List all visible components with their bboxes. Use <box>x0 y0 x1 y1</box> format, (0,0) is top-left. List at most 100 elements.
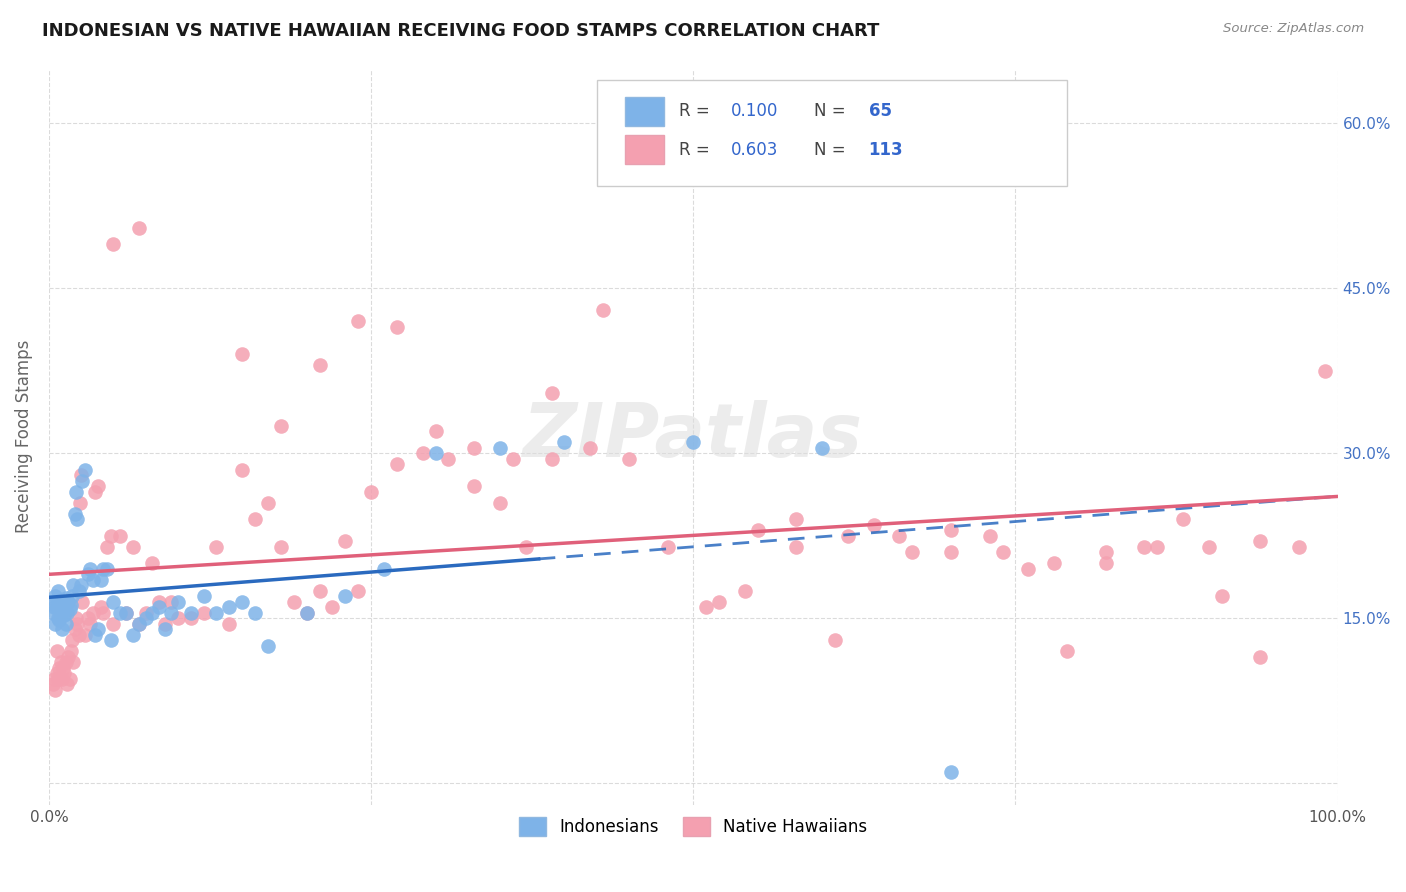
Point <box>1313 364 1336 378</box>
Point <box>283 594 305 608</box>
Point <box>231 594 253 608</box>
Point <box>59 598 82 612</box>
Point <box>79 616 101 631</box>
Point <box>502 451 524 466</box>
Point <box>141 556 163 570</box>
Point <box>96 562 118 576</box>
Legend: Indonesians, Native Hawaiians: Indonesians, Native Hawaiians <box>510 809 876 845</box>
Point <box>100 529 122 543</box>
Point <box>63 507 86 521</box>
Point <box>862 517 884 532</box>
Point <box>1043 556 1066 570</box>
Point <box>96 540 118 554</box>
Point <box>193 606 215 620</box>
Point <box>66 616 89 631</box>
Text: N =: N = <box>814 103 851 120</box>
Point <box>121 627 143 641</box>
Text: N =: N = <box>814 141 851 159</box>
Point <box>45 644 67 658</box>
Point <box>42 677 65 691</box>
Point <box>218 600 240 615</box>
Text: Source: ZipAtlas.com: Source: ZipAtlas.com <box>1223 22 1364 36</box>
Point <box>385 319 408 334</box>
Point <box>67 583 90 598</box>
Point <box>1249 649 1271 664</box>
Point <box>515 540 537 554</box>
Point <box>44 589 66 603</box>
Point <box>153 622 176 636</box>
Point <box>257 639 280 653</box>
Point <box>617 451 640 466</box>
Point <box>811 441 834 455</box>
Point <box>707 594 730 608</box>
Point <box>295 606 318 620</box>
Point <box>540 385 562 400</box>
Point <box>79 562 101 576</box>
Point <box>53 666 76 681</box>
Point <box>141 606 163 620</box>
Point <box>51 598 73 612</box>
Point <box>89 573 111 587</box>
Point <box>837 529 859 543</box>
Point <box>1211 589 1233 603</box>
Point <box>51 622 73 636</box>
Point <box>46 672 69 686</box>
Point <box>437 451 460 466</box>
Point <box>425 446 447 460</box>
Point <box>1094 545 1116 559</box>
Point <box>347 314 370 328</box>
Point <box>44 616 66 631</box>
Point <box>160 606 183 620</box>
Point <box>682 435 704 450</box>
Point <box>45 666 67 681</box>
Point <box>72 474 94 488</box>
Point <box>205 606 228 620</box>
Point <box>939 523 962 537</box>
Point <box>62 655 84 669</box>
Point <box>889 529 911 543</box>
Point <box>46 583 69 598</box>
Point <box>115 606 138 620</box>
Point <box>335 589 357 603</box>
Point <box>148 594 170 608</box>
Point <box>148 600 170 615</box>
Point <box>73 627 96 641</box>
Point <box>360 484 382 499</box>
Point <box>205 540 228 554</box>
Point <box>592 303 614 318</box>
Point <box>42 606 65 620</box>
Text: ZIPatlas: ZIPatlas <box>523 401 863 474</box>
Point <box>42 672 65 686</box>
Point <box>128 221 150 235</box>
Point <box>82 606 104 620</box>
Text: INDONESIAN VS NATIVE HAWAIIAN RECEIVING FOOD STAMPS CORRELATION CHART: INDONESIAN VS NATIVE HAWAIIAN RECEIVING … <box>42 22 880 40</box>
Point <box>73 463 96 477</box>
Point <box>66 512 89 526</box>
Point <box>1146 540 1168 554</box>
Point <box>51 672 73 686</box>
Point <box>103 237 125 252</box>
Y-axis label: Receiving Food Stamps: Receiving Food Stamps <box>15 340 32 533</box>
Point <box>42 600 65 615</box>
Point <box>153 616 176 631</box>
Point <box>1056 644 1078 658</box>
Point <box>824 633 846 648</box>
Point <box>72 594 94 608</box>
Point <box>63 622 86 636</box>
Point <box>56 606 79 620</box>
Point <box>373 562 395 576</box>
Point <box>49 606 72 620</box>
Point <box>617 144 640 158</box>
Point <box>347 583 370 598</box>
Point <box>58 594 80 608</box>
Point <box>121 540 143 554</box>
Point <box>76 611 98 625</box>
Point <box>128 616 150 631</box>
Point <box>231 463 253 477</box>
Point <box>70 578 93 592</box>
Point <box>91 562 114 576</box>
Point <box>463 441 485 455</box>
Point <box>979 529 1001 543</box>
Point <box>489 441 512 455</box>
Point <box>76 567 98 582</box>
